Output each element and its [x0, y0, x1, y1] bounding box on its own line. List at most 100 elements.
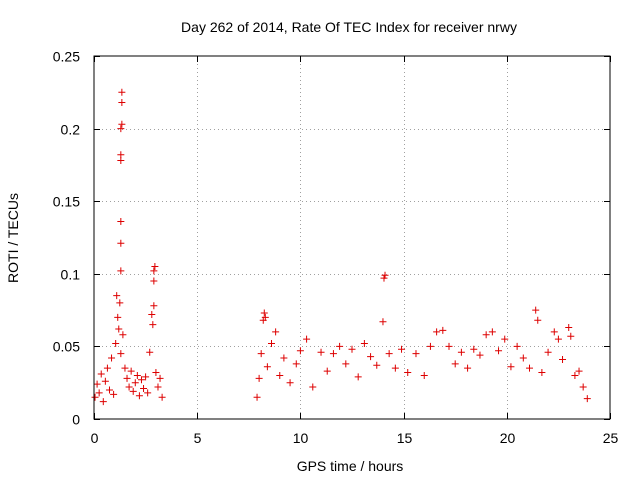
data-point	[150, 302, 158, 310]
data-point	[119, 331, 127, 339]
data-point	[117, 125, 125, 133]
data-point	[426, 342, 434, 350]
data-point	[457, 348, 465, 356]
data-point	[526, 364, 534, 372]
data-point	[348, 345, 356, 353]
data-point	[112, 339, 120, 347]
y-tick-label: 0.05	[53, 339, 80, 355]
data-point	[433, 328, 441, 336]
data-point	[146, 348, 154, 356]
chart-title: Day 262 of 2014, Rate Of TEC Index for r…	[181, 19, 517, 35]
data-point	[152, 369, 160, 377]
data-point	[123, 374, 131, 382]
data-point	[309, 383, 317, 391]
data-point	[91, 393, 99, 401]
data-point	[117, 151, 125, 159]
data-point	[579, 383, 587, 391]
data-point	[501, 335, 509, 343]
y-tick-label: 0.15	[53, 194, 80, 210]
data-point	[125, 383, 133, 391]
y-tick-label: 0.2	[61, 122, 81, 138]
data-point	[286, 379, 294, 387]
data-point	[380, 274, 388, 282]
data-point	[571, 371, 579, 379]
data-point	[534, 316, 542, 324]
y-tick-label: 0	[72, 412, 80, 428]
data-point	[323, 367, 331, 375]
data-point	[115, 325, 123, 333]
data-point	[550, 328, 558, 336]
data-point	[260, 309, 268, 317]
data-point	[567, 332, 575, 340]
data-point	[154, 383, 162, 391]
data-point	[151, 263, 159, 271]
data-point	[133, 371, 141, 379]
data-point	[495, 347, 503, 355]
data-point	[342, 360, 350, 368]
data-point	[565, 324, 573, 332]
data-point	[255, 374, 263, 382]
data-point	[272, 328, 280, 336]
data-point	[144, 389, 152, 397]
data-point	[149, 321, 157, 329]
data-point	[118, 120, 126, 128]
data-point	[470, 345, 478, 353]
data-points	[91, 88, 591, 406]
data-point	[420, 371, 428, 379]
data-point	[367, 353, 375, 361]
data-point	[117, 218, 125, 226]
data-point	[131, 379, 139, 387]
data-point	[257, 350, 265, 358]
data-point	[117, 350, 125, 358]
data-point	[379, 318, 387, 326]
data-point	[381, 271, 389, 279]
data-point	[412, 350, 420, 358]
data-point	[296, 347, 304, 355]
data-point	[150, 267, 158, 275]
data-point	[137, 376, 145, 384]
data-point	[276, 371, 284, 379]
data-point	[532, 306, 540, 314]
data-point	[354, 373, 362, 381]
data-point	[110, 390, 118, 398]
data-point	[93, 380, 101, 388]
data-point	[329, 350, 337, 358]
data-point	[476, 351, 484, 359]
data-point	[127, 367, 135, 375]
data-point	[513, 342, 521, 350]
data-point	[583, 395, 591, 403]
data-point	[121, 364, 129, 372]
data-point	[398, 345, 406, 353]
data-point	[148, 310, 156, 318]
data-point	[404, 369, 412, 377]
x-tick-label: 0	[91, 430, 99, 446]
data-point	[373, 361, 381, 369]
data-point	[118, 98, 126, 106]
y-tick-label: 0.25	[53, 49, 80, 65]
data-point	[482, 331, 490, 339]
x-axis-label: GPS time / hours	[297, 458, 404, 474]
data-point	[103, 364, 111, 372]
data-point	[95, 389, 103, 397]
x-tick-label: 15	[397, 430, 413, 446]
data-point	[101, 377, 109, 385]
x-tick-label: 5	[194, 430, 202, 446]
data-point	[445, 342, 453, 350]
x-tick-label: 20	[500, 430, 516, 446]
data-point	[117, 239, 125, 247]
y-axis: 0 0.05 0.1 0.15 0.2 0.25	[53, 49, 610, 428]
data-point	[360, 339, 368, 347]
data-point	[105, 386, 113, 394]
data-point	[113, 292, 121, 300]
data-point	[253, 393, 261, 401]
data-point	[117, 267, 125, 275]
data-point	[116, 299, 124, 307]
data-point	[544, 348, 552, 356]
data-point	[292, 360, 300, 368]
y-axis-label: ROTI / TECUs	[5, 193, 21, 283]
data-point	[554, 335, 562, 343]
data-point	[451, 360, 459, 368]
data-point	[114, 313, 122, 321]
data-point	[142, 373, 150, 381]
data-point	[303, 335, 311, 343]
